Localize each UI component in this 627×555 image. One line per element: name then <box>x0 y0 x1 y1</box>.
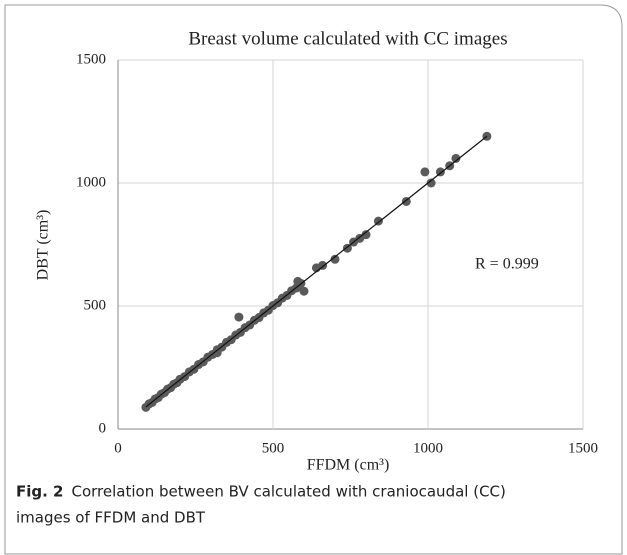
y-tick-label: 0 <box>99 420 107 436</box>
point <box>299 286 309 296</box>
y-tick-label: 1500 <box>76 51 106 67</box>
chart-title: Breast volume calculated with CC images <box>188 28 507 49</box>
point <box>293 276 303 286</box>
caption-label: Fig. 2 <box>16 483 63 501</box>
point <box>451 153 461 163</box>
caption-text: Correlation between BV calculated with c… <box>71 483 505 501</box>
caption-text: images of FFDM and DBT <box>16 509 206 527</box>
trend-line <box>145 135 488 408</box>
point <box>212 348 222 358</box>
x-tick-label: 1000 <box>413 440 443 456</box>
point <box>426 178 436 188</box>
point <box>330 254 340 264</box>
frame <box>4 4 623 555</box>
y-axis-label: DBT (cm³) <box>35 210 52 281</box>
x-tick-label: 500 <box>262 440 285 456</box>
point <box>234 312 244 322</box>
x-tick-label: 0 <box>114 440 122 456</box>
y-tick-label: 1000 <box>76 174 106 190</box>
x-axis-label: FFDM (cm³) <box>307 457 390 474</box>
point <box>420 167 430 177</box>
x-tick-label: 1500 <box>568 440 598 456</box>
annotation: R = 0.999 <box>475 256 539 273</box>
point <box>361 230 371 240</box>
y-tick-label: 500 <box>84 297 107 313</box>
